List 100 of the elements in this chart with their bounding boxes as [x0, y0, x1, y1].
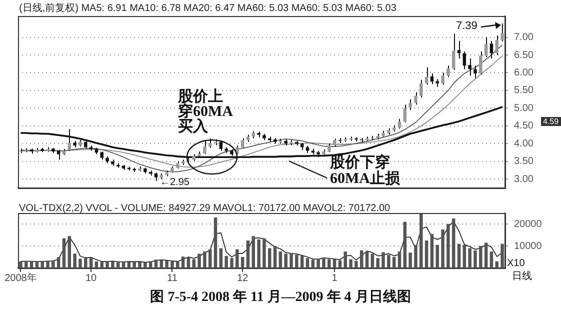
bar	[165, 260, 168, 268]
bar	[322, 257, 326, 268]
bar	[268, 248, 272, 268]
candlestick	[387, 128, 390, 135]
bar	[316, 258, 320, 268]
bar	[328, 259, 331, 268]
candlestick	[106, 156, 109, 164]
candlestick	[170, 166, 174, 172]
bar	[382, 252, 385, 268]
bar	[284, 254, 288, 268]
bar	[144, 262, 147, 268]
bar	[365, 252, 369, 268]
bar	[236, 249, 239, 268]
candlestick	[332, 138, 336, 148]
bar	[106, 260, 109, 268]
bar	[349, 259, 352, 268]
bar	[370, 254, 374, 268]
x-tick-label: 11	[167, 272, 178, 284]
bar	[392, 257, 396, 268]
bar	[89, 258, 93, 268]
bar	[230, 258, 234, 268]
bar	[40, 262, 44, 268]
candlestick	[414, 92, 418, 106]
bar	[186, 257, 190, 268]
x-tick-label: 1	[332, 272, 338, 284]
bar	[311, 260, 315, 268]
bar	[148, 261, 152, 268]
bar	[181, 256, 185, 268]
bar	[344, 252, 347, 268]
candlestick	[62, 148, 66, 154]
candlestick	[84, 140, 88, 150]
bar	[214, 217, 218, 268]
bar	[56, 257, 60, 268]
candlestick	[122, 166, 126, 170]
y-tick-label: 5.50	[514, 85, 534, 96]
candlestick	[468, 58, 472, 76]
bar	[176, 262, 180, 268]
chart-title: (日线,前复权) MA5: 6.91 MA10: 6.78 MA20: 6.47 MA60: 5.03 MA60: 5.03 MA60: 5.03	[19, 3, 396, 14]
bar	[495, 261, 499, 268]
candlestick	[354, 136, 358, 142]
bar	[452, 218, 456, 268]
bar	[332, 258, 336, 268]
bar	[484, 242, 488, 268]
candlestick	[328, 143, 331, 152]
annotation: 买入	[178, 119, 208, 135]
candlestick	[408, 98, 412, 110]
bar	[290, 253, 293, 268]
candlestick	[89, 144, 93, 152]
bar	[203, 252, 206, 268]
bar	[462, 244, 466, 268]
candlestick	[252, 130, 256, 139]
bar	[295, 254, 298, 268]
y-tick-label: 6.50	[514, 50, 534, 61]
bar	[436, 244, 439, 268]
candlestick	[284, 138, 288, 146]
bar	[132, 261, 136, 268]
text: 4.59	[541, 117, 561, 126]
candlestick	[56, 150, 60, 160]
candlestick	[116, 162, 120, 168]
bar	[78, 258, 82, 268]
bar	[198, 254, 201, 268]
bar	[94, 261, 98, 268]
candlestick	[246, 134, 250, 142]
candlestick	[273, 137, 277, 144]
candlestick	[257, 131, 260, 138]
bar	[403, 222, 407, 268]
candlestick	[35, 147, 39, 152]
bar	[420, 213, 423, 268]
x-tick-label: 10	[85, 272, 98, 284]
bar	[84, 257, 88, 268]
candlestick	[462, 50, 466, 70]
bar	[278, 252, 282, 268]
bar	[246, 240, 250, 268]
bar	[240, 257, 244, 268]
candlestick	[165, 170, 168, 177]
chart-title: VOL-TDX(2,2) VVOL - VOLUME: 84927.29 MAVOL1: 70172.00 MAVOL2: 70172.00	[19, 203, 390, 214]
candlestick	[111, 159, 114, 166]
candlestick	[100, 152, 104, 160]
bar	[73, 254, 76, 268]
bar	[360, 250, 364, 268]
bar	[62, 238, 66, 268]
bar	[252, 236, 256, 268]
x-tick-label: 12	[237, 272, 249, 284]
bar	[474, 250, 477, 268]
bar	[138, 262, 142, 268]
bar	[24, 260, 28, 268]
y-tick-label: 5.00	[514, 102, 534, 114]
candlestick	[148, 170, 152, 176]
bar	[170, 261, 174, 268]
bar	[160, 260, 164, 268]
annotation: ←2.95	[160, 177, 190, 188]
candlestick	[94, 147, 98, 155]
x-tick-label: 2008年	[4, 272, 37, 284]
bar	[52, 261, 55, 268]
bar	[468, 248, 472, 268]
candlestick	[474, 65, 477, 79]
candlestick	[46, 146, 50, 152]
y-tick-label: 20000	[514, 218, 542, 230]
candlestick	[490, 40, 494, 60]
candlestick	[344, 136, 347, 142]
